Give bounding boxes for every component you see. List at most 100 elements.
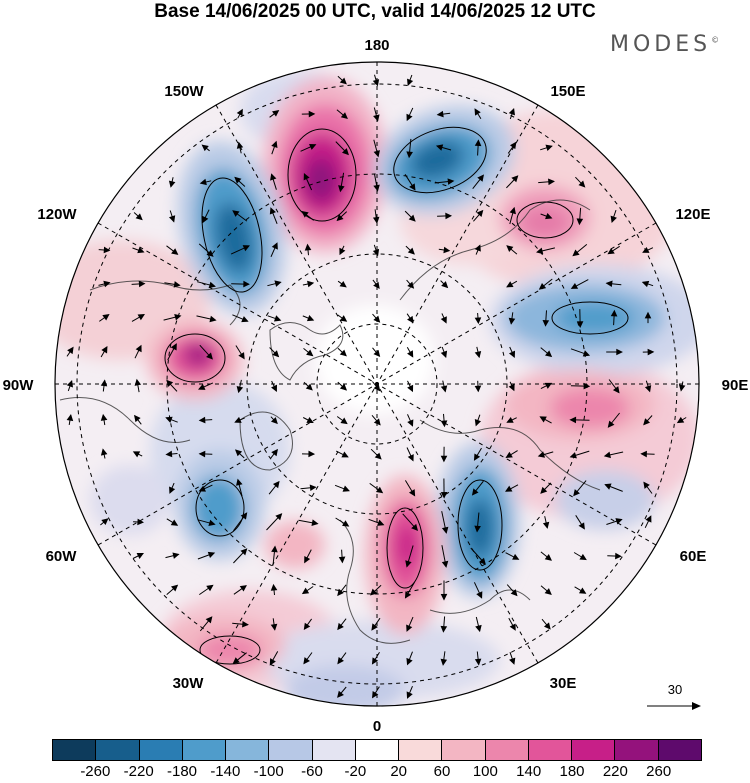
wind-arrow-head — [371, 657, 379, 665]
wind-arrow-head — [643, 418, 651, 426]
wind-arrow-head — [271, 140, 278, 149]
wind-arrow-head — [170, 519, 179, 526]
wind-arrow-head — [505, 485, 513, 492]
wind-arrow-head — [236, 478, 243, 486]
lon-label-120e: 120E — [675, 206, 710, 223]
wind-arrow-head — [165, 416, 173, 423]
colorbar-swatch — [181, 740, 226, 760]
wind-arrow-head — [616, 348, 623, 356]
wind-arrow-head — [308, 450, 316, 458]
wind-arrow-head — [406, 151, 413, 159]
lon-label-30w: 30W — [173, 675, 205, 692]
colorbar-swatch — [657, 740, 701, 760]
wind-arrow-head — [678, 384, 686, 392]
wind-arrow-head — [508, 383, 515, 392]
wind-arrow-head — [311, 519, 319, 527]
wind-arrow-head — [66, 414, 74, 422]
wind-arrow-head — [407, 350, 414, 358]
wind-arrow-head — [612, 386, 620, 394]
wind-arrow-head — [443, 246, 451, 254]
wind-arrow-head — [373, 114, 380, 122]
colorbar-tick-label: 20 — [390, 763, 407, 780]
wind-arrow-head — [477, 174, 484, 182]
wind-arrow-head — [544, 588, 552, 596]
lon-label-180: 180 — [364, 37, 389, 54]
colorbar-swatch — [95, 740, 139, 760]
colorbar-swatch — [484, 740, 528, 760]
wind-arrow-head — [309, 484, 317, 492]
wind-arrow-head — [569, 416, 577, 424]
wind-arrow-head — [273, 315, 282, 322]
wind-arrow-head — [240, 548, 248, 556]
wind-arrow-head — [170, 584, 179, 592]
wind-arrow-head — [407, 315, 414, 324]
wind-arrow-head — [511, 175, 519, 183]
wind-arrow-head — [373, 384, 381, 392]
colorbar-tick-label: -100 — [253, 763, 284, 780]
wind-arrow-head — [647, 348, 655, 356]
wind-arrow-head — [474, 351, 482, 359]
wind-arrow-head — [67, 346, 74, 355]
wind-arrow-head — [440, 316, 447, 324]
wind-arrow-head — [234, 449, 243, 457]
wind-arrow-head — [640, 450, 647, 458]
wind-arrow-head — [407, 78, 414, 87]
svg-text:30: 30 — [668, 682, 682, 697]
wind-arrow-head — [441, 560, 449, 568]
wind-arrow-head — [508, 350, 516, 359]
colorbar-swatch — [571, 740, 615, 760]
wind-arrow-head — [479, 557, 486, 565]
wind-arrow-head — [102, 313, 110, 321]
wind-arrow-head — [372, 216, 380, 224]
wind-arrow-head — [543, 622, 551, 630]
wind-arrow-head — [269, 658, 276, 666]
wind-arrow-head — [440, 385, 448, 393]
colorbar-tick-label: 140 — [516, 763, 542, 780]
wind-arrow-head — [337, 690, 344, 698]
wind-arrow-head — [306, 417, 314, 424]
wind-arrow-head — [232, 210, 240, 217]
colorbar-tick-label: -140 — [210, 763, 241, 780]
lon-label-150e: 150E — [550, 83, 585, 100]
wind-arrow-head — [474, 658, 482, 666]
wind-arrow-head — [406, 113, 413, 122]
wind-arrow-head — [445, 212, 453, 220]
wind-arrow-head — [339, 349, 347, 357]
wind-arrow-head — [509, 141, 517, 150]
wind-arrow-head — [171, 248, 179, 255]
wind-arrow-head — [198, 485, 206, 492]
colorbar-tick-label: -220 — [123, 763, 154, 780]
wind-arrow-head — [440, 658, 448, 666]
colorbar-swatch — [354, 740, 399, 760]
wind-arrow-head — [339, 77, 347, 85]
wind-arrow-head — [243, 280, 250, 288]
wind-arrow-head — [473, 453, 481, 461]
wind-arrow-head — [272, 350, 280, 358]
wind-arrow-head — [539, 416, 547, 423]
wind-arrow-head — [236, 141, 244, 149]
wind-arrow-head — [545, 212, 553, 220]
wind-arrow-head — [476, 591, 483, 599]
wind-arrow-head — [474, 419, 482, 427]
lon-label-60e: 60E — [680, 548, 707, 565]
wind-arrow-head — [199, 178, 207, 186]
wind-arrow-head — [271, 384, 278, 393]
map-title: Base 14/06/2025 00 UTC, valid 14/06/2025… — [154, 1, 596, 22]
wind-arrow-head — [232, 657, 240, 665]
wind-arrow-head — [505, 451, 513, 458]
colorbar-tick-label: -20 — [344, 763, 367, 780]
wind-arrow-head — [202, 215, 209, 224]
wind-arrow-head — [338, 185, 345, 193]
wind-arrow-head — [342, 520, 350, 527]
wind-arrow-head — [242, 245, 250, 252]
wind-arrow-head — [134, 414, 141, 423]
wind-arrow-head — [641, 280, 650, 288]
wind-arrow-head — [341, 451, 349, 458]
wind-arrow-head — [644, 311, 652, 319]
wind-arrow-head — [270, 583, 278, 591]
wind-arrow-head — [440, 491, 448, 499]
wind-arrow-head — [645, 515, 652, 523]
wind-arrow-head — [271, 545, 278, 553]
wind-arrow-head — [411, 523, 419, 532]
wind-arrow-head — [103, 280, 111, 288]
